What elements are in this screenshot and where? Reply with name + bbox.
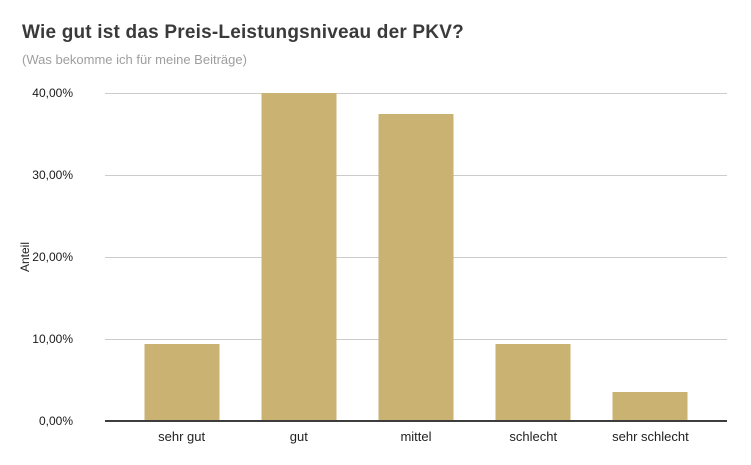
bar-slot-sehr-gut bbox=[123, 93, 240, 421]
bar-mittel[interactable] bbox=[378, 113, 454, 421]
gridline-40 bbox=[105, 93, 727, 94]
bar-gut[interactable] bbox=[261, 93, 337, 421]
bar-sehr-gut[interactable] bbox=[144, 343, 220, 421]
bar-slot-gut bbox=[240, 93, 357, 421]
bar-slot-schlecht bbox=[475, 93, 592, 421]
x-category-label-sehr-schlecht: sehr schlecht bbox=[612, 429, 689, 444]
bar-slot-mittel bbox=[357, 93, 474, 421]
y-tick-label-20: 20,00% bbox=[32, 250, 73, 264]
bars-row bbox=[123, 93, 709, 421]
x-category-label-sehr-gut: sehr gut bbox=[158, 429, 206, 444]
x-category-label-gut: gut bbox=[289, 429, 308, 444]
x-axis-category-labels: sehr gut gut mittel schlecht sehr schlecht bbox=[123, 429, 709, 444]
y-tick-label-40: 40,00% bbox=[32, 86, 73, 100]
y-tick-label-0: 0,00% bbox=[38, 414, 73, 428]
x-axis-line bbox=[105, 420, 727, 422]
chart-subtitle: (Was bekomme ich für meine Beiträge) bbox=[22, 52, 247, 67]
chart-title: Wie gut ist das Preis-Leistungsniveau de… bbox=[22, 22, 464, 43]
y-tick-label-10: 10,00% bbox=[32, 332, 73, 346]
plot-area: 0,00% 10,00% 20,00% 30,00% 40,00% bbox=[32, 87, 727, 427]
x-category-label-mittel: mittel bbox=[400, 429, 432, 444]
bar-sehr-schlecht[interactable] bbox=[612, 392, 688, 421]
bar-schlecht[interactable] bbox=[495, 343, 571, 421]
y-tick-label-30: 30,00% bbox=[32, 168, 73, 182]
x-category-label-schlecht: schlecht bbox=[509, 429, 558, 444]
bar-slot-sehr-schlecht bbox=[592, 93, 709, 421]
